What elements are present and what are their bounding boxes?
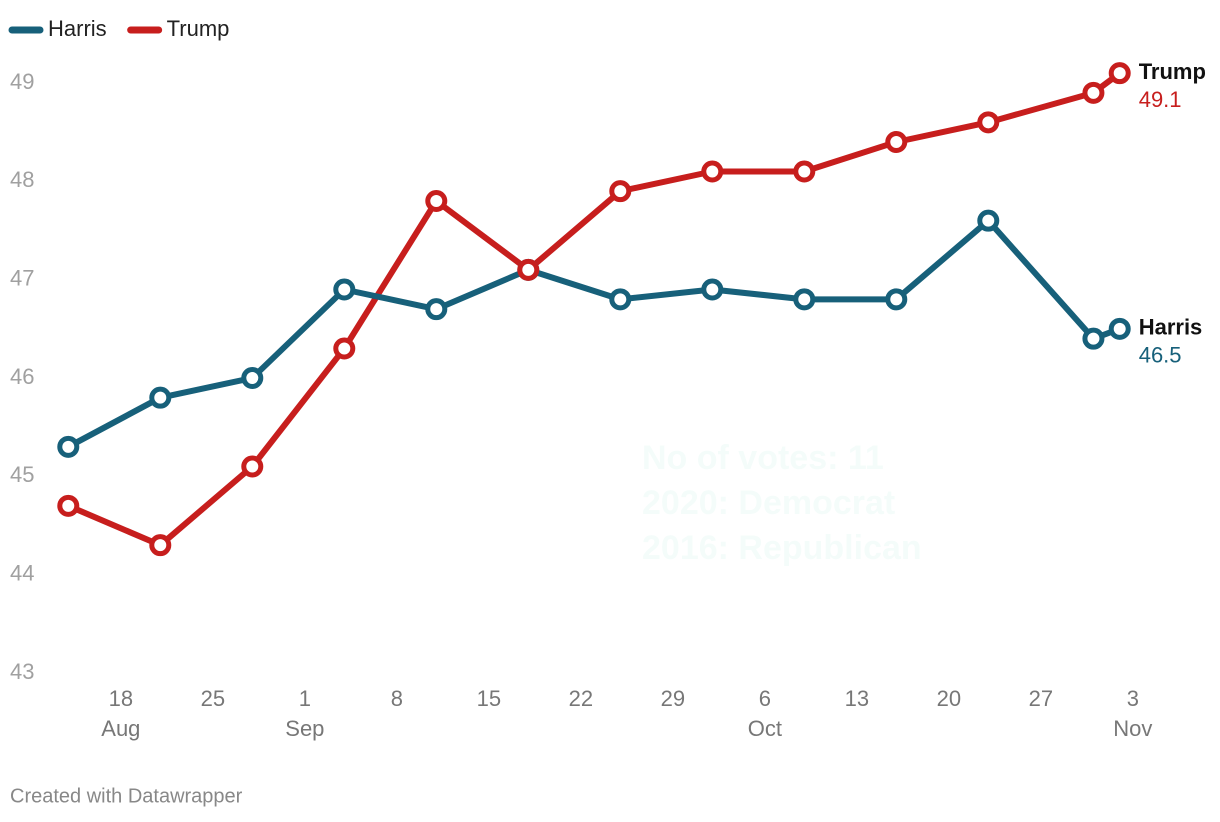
x-tick-label: 22 (569, 686, 593, 711)
end-label-name: Harris (1139, 315, 1203, 340)
x-tick-label: 8 (391, 686, 403, 711)
y-tick-label: 44 (10, 560, 34, 585)
point (793, 288, 816, 311)
x-tick-month: Aug (101, 716, 140, 741)
x-tick-month: Oct (748, 716, 782, 741)
point (1108, 62, 1131, 85)
point (57, 435, 80, 458)
point (425, 190, 448, 212)
x-tick-label: 29 (661, 686, 685, 711)
annotation: 2016: Republican (642, 529, 922, 567)
point (701, 278, 724, 301)
x-tick-label: 20 (937, 686, 961, 711)
point (149, 534, 172, 557)
point (241, 455, 264, 478)
x-tick-label: 27 (1029, 686, 1053, 711)
x-tick-label: 13 (845, 686, 869, 711)
x-tick-label: 3 (1127, 686, 1139, 711)
y-tick-label: 45 (10, 462, 34, 487)
x-tick-label: 25 (201, 686, 225, 711)
point (57, 494, 80, 517)
point (241, 367, 264, 389)
y-tick-label: 48 (10, 167, 34, 192)
series-line (67, 70, 1122, 549)
point (609, 180, 632, 203)
point (977, 111, 1000, 134)
end-label-value: 49.1 (1139, 87, 1182, 112)
point (1082, 81, 1105, 104)
x-tick-label: 6 (759, 686, 771, 711)
source: Created with Datawrapper (10, 785, 243, 807)
point (425, 298, 448, 321)
point (1108, 317, 1131, 340)
y-tick-label: 46 (10, 364, 34, 389)
point (149, 386, 172, 409)
x-tick-label: 1 (299, 686, 311, 711)
annotation: 2020: Democrat (642, 484, 895, 522)
series-line (66, 217, 1121, 450)
point (885, 131, 908, 153)
point (609, 288, 632, 311)
y-tick-label: 47 (10, 265, 34, 290)
x-tick-month: Sep (285, 716, 324, 741)
point (1082, 327, 1105, 350)
point (333, 278, 356, 301)
legend-label: Harris (48, 16, 107, 41)
point (517, 258, 540, 281)
point (793, 160, 816, 183)
end-label-name: Trump (1139, 59, 1206, 84)
x-tick-label: 15 (477, 686, 501, 711)
point (701, 160, 724, 183)
y-tick-label: 49 (10, 69, 34, 94)
point (333, 337, 356, 360)
point (977, 209, 1000, 232)
end-label-value: 46.5 (1139, 343, 1182, 368)
x-tick-label: 18 (109, 686, 133, 711)
x-tick-month: Nov (1113, 716, 1152, 741)
point (885, 288, 908, 311)
legend-label: Trump (167, 16, 230, 41)
annotation: No of votes: 11 (642, 439, 884, 477)
y-tick-label: 43 (10, 659, 34, 684)
